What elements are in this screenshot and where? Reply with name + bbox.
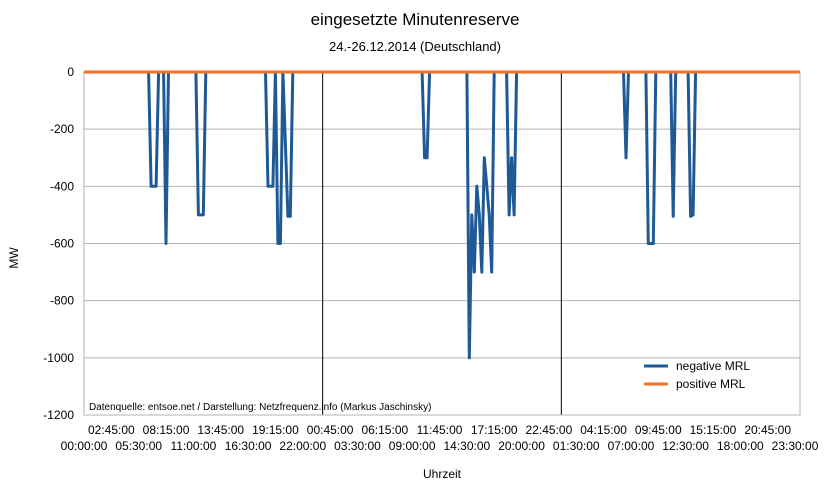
x-tick-labels-bottom: 00:00:00 05:30:00 11:00:00 16:30:00 22:00:00… [61,439,819,453]
x-tick-label: 05:30:00 [115,439,162,453]
legend: negative MRL positive MRL [644,359,750,391]
x-tick-label: 17:15:00 [471,423,518,437]
chart-subtitle: 24.-26.12.2014 (Deutschland) [329,39,501,54]
day-separators [322,72,562,415]
x-tick-label: 19:15:00 [252,423,299,437]
x-tick-label: 11:45:00 [417,423,463,437]
x-tick-labels-top: 02:45:00 08:15:00 13:45:00 19:15:00 00:45:00… [88,423,791,437]
legend-label-positive: positive MRL [676,377,746,391]
x-tick-label: 20:45:00 [744,423,791,437]
x-tick-label: 18:00:00 [717,439,764,453]
y-axis-label: MW [7,247,21,269]
x-tick-label: 22:00:00 [279,439,326,453]
x-tick-label: 07:00:00 [608,439,655,453]
x-tick-label: 09:45:00 [635,423,682,437]
x-tick-label: 01:30:00 [553,439,600,453]
x-tick-label: 14:30:00 [444,439,491,453]
x-tick-label: 06:15:00 [361,423,408,437]
x-tick-label: 09:00:00 [389,439,436,453]
y-tick-labels: 0 -200 -400 -600 -800 -1000 -1200 [43,65,74,422]
annotation: Datenquelle: entsoe.net / Darstellung: N… [89,402,431,413]
y-tick-label: -600 [50,237,74,251]
y-tick-label: -1200 [43,408,74,422]
y-tick-label: -200 [50,122,74,136]
x-tick-label: 04:15:00 [580,423,627,437]
x-axis-label: Uhrzeit [423,467,462,481]
y-tick-label: -1000 [43,351,74,365]
x-tick-label: 08:15:00 [143,423,190,437]
x-tick-label: 02:45:00 [88,423,135,437]
x-tick-label: 00:45:00 [307,423,354,437]
x-tick-label: 16:30:00 [225,439,272,453]
series-lines [84,70,800,360]
x-tick-label: 00:00:00 [61,439,108,453]
negative-mrl-line [84,70,800,360]
x-tick-label: 11:00:00 [170,439,216,453]
legend-label-negative: negative MRL [676,359,750,373]
x-tick-label: 23:30:00 [772,439,819,453]
chart-title: eingesetzte Minutenreserve [311,10,520,29]
x-tick-label: 12:30:00 [662,439,709,453]
x-tick-label: 15:15:00 [690,423,737,437]
x-tick-label: 22:45:00 [526,423,573,437]
y-tick-label: 0 [67,65,74,79]
x-tick-label: 20:00:00 [498,439,545,453]
x-tick-label: 13:45:00 [197,423,244,437]
x-tick-label: 03:30:00 [334,439,381,453]
y-tick-label: -400 [50,179,74,193]
y-tick-label: -800 [50,294,74,308]
